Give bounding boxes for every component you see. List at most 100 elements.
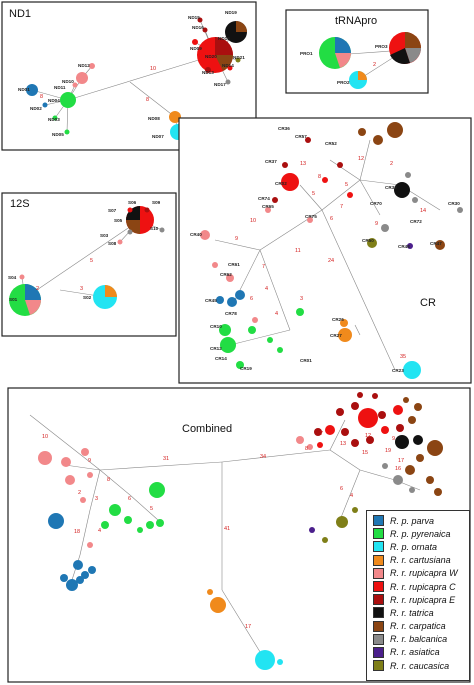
combined-edge-label: 16	[395, 466, 401, 472]
legend-item: R. r. carpatica	[369, 620, 467, 633]
cr-nodes	[200, 122, 463, 379]
12s-label: S09	[152, 200, 161, 205]
nd1-label: ND03	[48, 117, 60, 122]
legend-item: R. p. ornata	[369, 540, 467, 553]
nd1-label: ND07	[152, 134, 164, 139]
trnapro-edge-label: 2	[373, 62, 376, 68]
cr-edge-label: 12	[358, 156, 364, 162]
cr-label: CR19	[240, 366, 252, 371]
trnapro-nodes	[319, 32, 421, 89]
cr-label: CR33	[385, 185, 397, 190]
legend-swatch	[373, 515, 384, 527]
legend-swatch	[373, 646, 384, 658]
nd1-label: ND15	[188, 15, 200, 20]
nd1-label: ND17	[214, 82, 226, 87]
12s-label: S10	[150, 226, 159, 231]
combined-edge-label: 17	[245, 624, 251, 630]
legend-item: R. r. rupicapra C	[369, 580, 467, 593]
trnapro-title: tRNApro	[335, 15, 377, 27]
legend-label: R. r. rupicapra W	[390, 568, 458, 579]
nd1-label: ND12	[78, 63, 90, 68]
12s-edge-label: 3	[80, 286, 83, 292]
legend-label: R. r. carpatica	[390, 621, 446, 632]
cr-edge-label: 8	[318, 174, 321, 180]
legend-item: R. r. rupicapra W	[369, 567, 467, 580]
combined-nodes	[38, 392, 443, 670]
nd1-label: ND18	[218, 36, 230, 41]
legend-item: R. r. caucasica	[369, 659, 467, 672]
12s-label: S08	[108, 241, 117, 246]
nd1-label: ND02	[30, 106, 42, 111]
cr-panel: CR	[178, 117, 472, 384]
nd1-label: ND19	[225, 10, 237, 15]
cr-edge-label: 11	[295, 248, 301, 254]
cr-label: CR12	[210, 346, 222, 351]
nd1-label: ND16	[192, 25, 204, 30]
12s-edge-label: 2	[36, 286, 39, 292]
legend-label: R. r. balcanica	[390, 634, 448, 645]
combined-edge-label: 4	[350, 493, 353, 499]
nd1-label: ND20	[205, 54, 217, 59]
cr-label: CR78	[225, 311, 237, 316]
cr-edge-label: 6	[250, 296, 253, 302]
12s-title: 12S	[10, 198, 30, 210]
combined-edge-label: 12	[365, 433, 371, 439]
legend-item: R. p. parva	[369, 514, 467, 527]
cr-edge-label: 5	[312, 191, 315, 197]
trnapro-panel: tRNApro PRO1 PRO2 PRO3 2	[285, 9, 429, 94]
cr-label: CR26	[332, 317, 344, 322]
nd1-label: ND04	[48, 98, 60, 103]
nd1-label: ND21	[233, 55, 245, 60]
combined-edge-label: 7	[320, 431, 323, 437]
legend-swatch	[373, 607, 384, 619]
legend-item: R. r. cartusiana	[369, 554, 467, 567]
cr-edge-label: 9	[375, 221, 378, 227]
cr-edge-label: 6	[330, 216, 333, 222]
combined-edge-label: 15	[362, 450, 368, 456]
cr-label: CR75	[305, 214, 317, 219]
combined-edge-label: 5	[150, 506, 153, 512]
cr-label: CR27	[330, 333, 342, 338]
legend-item: R. p. pyrenaica	[369, 527, 467, 540]
nd1-label: ND08	[148, 116, 160, 121]
combined-edges	[29, 414, 421, 661]
cr-label: CR36	[278, 126, 290, 131]
legend-item: R. r. tatrica	[369, 606, 467, 619]
nd1-label: ND05	[52, 132, 64, 137]
nd1-edge-label: 10	[150, 66, 156, 72]
nd1-node-labels: ND01 ND02 ND03 ND04 ND05 ND08 ND07 ND09 …	[18, 10, 245, 139]
cr-label: CR70	[370, 201, 382, 206]
combined-edge-label: 3	[95, 496, 98, 502]
nd1-label: ND09	[190, 46, 202, 51]
cr-label: CR61	[228, 262, 240, 267]
12s-edge-label: 5	[90, 258, 93, 264]
combined-edge-label: 17	[398, 458, 404, 464]
nd1-label: ND13	[202, 70, 214, 75]
cr-label: CR37	[265, 159, 277, 164]
cr-label: CR48	[398, 244, 410, 249]
legend-label: R. p. pyrenaica	[390, 528, 451, 539]
legend-swatch	[373, 633, 384, 645]
legend-swatch	[373, 528, 384, 540]
cr-label: CR14	[215, 356, 227, 361]
legend-label: R. r. asiatica	[390, 647, 440, 658]
cr-edge-label: 2	[390, 161, 393, 167]
combined-edge-label: 19	[385, 448, 391, 454]
combined-edge-label: 6	[128, 496, 131, 502]
cr-label: CR30	[448, 201, 460, 206]
combined-edge-label: 13	[340, 441, 346, 447]
legend-swatch	[373, 541, 384, 553]
combined-edge-label: 2	[78, 490, 81, 496]
legend-item: R. r. asiatica	[369, 646, 467, 659]
cr-label: CR72	[410, 219, 422, 224]
cr-edge-label: 3	[300, 296, 303, 302]
cr-edge-label: 7	[262, 264, 265, 270]
combined-edge-label: 9	[392, 436, 395, 442]
legend-item: R. r. balcanica	[369, 633, 467, 646]
trnapro-label: PRO2	[337, 80, 350, 85]
legend-label: R. r. rupicapra E	[390, 594, 456, 605]
nd1-edge-label: 8	[146, 97, 149, 103]
trnapro-label: PRO1	[300, 51, 313, 56]
cr-edge-label: 35	[400, 354, 406, 360]
